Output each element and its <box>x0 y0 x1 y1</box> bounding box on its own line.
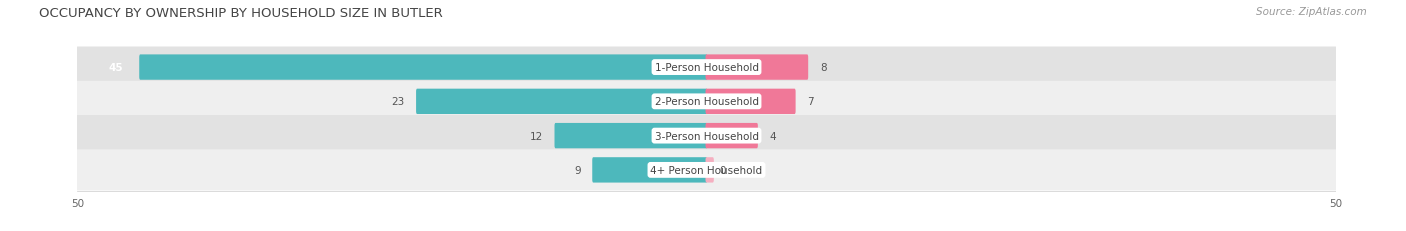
Text: 8: 8 <box>820 63 827 73</box>
Text: 3-Person Household: 3-Person Household <box>655 131 758 141</box>
FancyBboxPatch shape <box>76 47 1337 88</box>
Text: 4: 4 <box>769 131 776 141</box>
FancyBboxPatch shape <box>706 55 808 80</box>
Text: 4+ Person Household: 4+ Person Household <box>651 165 762 175</box>
FancyBboxPatch shape <box>76 82 1337 122</box>
FancyBboxPatch shape <box>706 158 714 183</box>
Text: 45: 45 <box>108 63 124 73</box>
FancyBboxPatch shape <box>76 116 1337 157</box>
Text: 12: 12 <box>530 131 543 141</box>
Legend: Owner-occupied, Renter-occupied: Owner-occupied, Renter-occupied <box>596 228 817 231</box>
Text: 7: 7 <box>807 97 814 107</box>
Text: OCCUPANCY BY OWNERSHIP BY HOUSEHOLD SIZE IN BUTLER: OCCUPANCY BY OWNERSHIP BY HOUSEHOLD SIZE… <box>39 7 443 20</box>
FancyBboxPatch shape <box>76 150 1337 191</box>
Text: 2-Person Household: 2-Person Household <box>655 97 758 107</box>
FancyBboxPatch shape <box>416 89 707 115</box>
Text: 0: 0 <box>718 165 725 175</box>
FancyBboxPatch shape <box>554 123 707 149</box>
Text: 23: 23 <box>391 97 405 107</box>
Text: 9: 9 <box>574 165 581 175</box>
FancyBboxPatch shape <box>139 55 707 80</box>
FancyBboxPatch shape <box>706 123 758 149</box>
Text: Source: ZipAtlas.com: Source: ZipAtlas.com <box>1256 7 1367 17</box>
FancyBboxPatch shape <box>592 158 707 183</box>
FancyBboxPatch shape <box>706 89 796 115</box>
Text: 1-Person Household: 1-Person Household <box>655 63 758 73</box>
